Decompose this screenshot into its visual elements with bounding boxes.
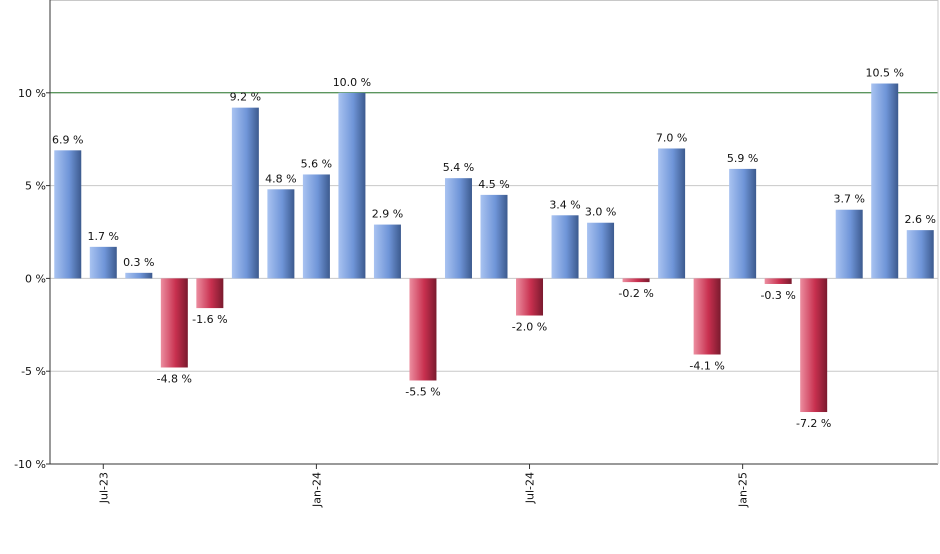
bar: [160, 278, 188, 368]
bar-value-label: 2.6 %: [905, 213, 936, 226]
bar: [444, 178, 472, 279]
x-tick-label: Jan-25: [737, 472, 750, 508]
bar-value-label: 4.8 %: [265, 172, 296, 185]
bar-value-label: -2.0 %: [512, 321, 547, 334]
y-tick-label: -10 %: [14, 458, 46, 471]
bar: [267, 189, 295, 279]
bar: [409, 278, 437, 381]
bar: [231, 107, 259, 279]
bar: [373, 224, 401, 279]
bar: [835, 209, 863, 279]
bar: [871, 83, 899, 279]
bar-value-label: -5.5 %: [405, 385, 440, 398]
bar: [906, 230, 934, 279]
bar-value-label: 3.4 %: [549, 198, 580, 211]
bar-value-label: 5.9 %: [727, 152, 758, 165]
data-labels: 6.9 % 1.7 % 0.3 % -4.8 % -1.6 % 9.2 % 4.8 % 5.6…: [52, 67, 936, 431]
bar: [658, 148, 686, 279]
bar-value-label: -4.8 %: [157, 372, 192, 385]
bar: [480, 194, 508, 279]
bar: [729, 168, 757, 279]
bar-value-label: 10.0 %: [333, 76, 371, 89]
bar: [338, 92, 366, 279]
bar: [54, 150, 82, 279]
bar: [551, 215, 579, 279]
bar-value-label: -1.6 %: [192, 313, 227, 326]
bar-value-label: 3.0 %: [585, 206, 616, 219]
bar-value-label: 6.9 %: [52, 133, 83, 146]
bar: [693, 278, 721, 355]
bar-value-label: 1.7 %: [88, 230, 119, 243]
x-tick-label: Jan-24: [310, 472, 323, 508]
bar-value-label: 5.4 %: [443, 161, 474, 174]
bar-value-label: 10.5 %: [865, 67, 903, 80]
x-tick-label: Jul-24: [524, 472, 537, 504]
bar-value-label: 9.2 %: [230, 91, 261, 104]
y-tick-label: 10 %: [18, 87, 46, 100]
bar-value-label: -4.1 %: [689, 359, 724, 372]
bar: [302, 174, 330, 279]
bar: [196, 278, 224, 309]
bar: [587, 222, 615, 279]
x-tick-label: Jul-23: [97, 472, 110, 504]
bar-value-label: 0.3 %: [123, 256, 154, 269]
bar-value-label: 5.6 %: [301, 157, 332, 170]
y-tick-label: -5 %: [21, 365, 46, 378]
bar-value-label: -0.3 %: [760, 289, 795, 302]
bar-value-label: 7.0 %: [656, 131, 687, 144]
axes: -10 % -5 % 0 % 5 % 10 % Jul-23 Jan-24 Jul-24 Jan…: [14, 0, 939, 508]
bar: [622, 278, 650, 283]
bar: [516, 278, 544, 316]
bar-value-label: 2.9 %: [372, 208, 403, 221]
bar: [125, 272, 153, 279]
bar-value-label: 4.5 %: [478, 178, 509, 191]
bar: [764, 278, 792, 284]
bar-value-label: 3.7 %: [833, 193, 864, 206]
y-tick-label: 0 %: [25, 272, 46, 285]
bars: [54, 83, 934, 413]
bar: [89, 246, 117, 279]
bar-value-label: -7.2 %: [796, 417, 831, 430]
bar-value-label: -0.2 %: [618, 287, 653, 300]
y-tick-label: 5 %: [25, 180, 46, 193]
bar: [800, 278, 828, 413]
